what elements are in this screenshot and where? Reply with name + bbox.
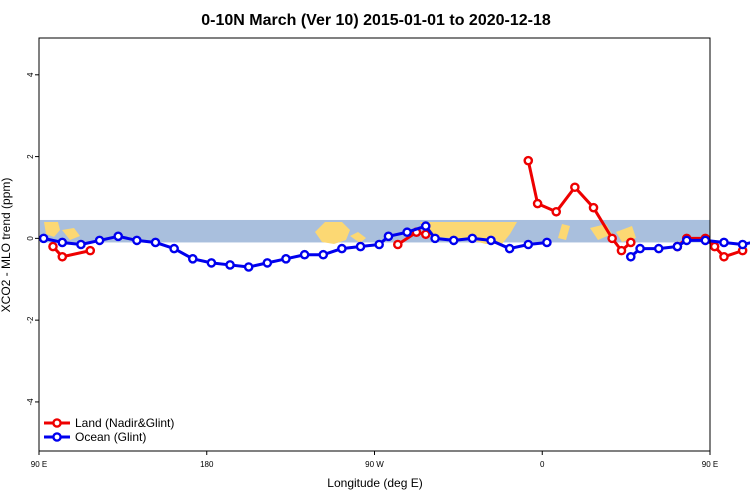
data-point (523, 155, 534, 166)
legend-marker (52, 418, 62, 428)
data-point (551, 206, 562, 217)
data-point (132, 235, 142, 246)
latitude-band (40, 219, 710, 243)
land-patch-maritime-islands (62, 228, 80, 240)
data-point (402, 227, 412, 238)
data-point (504, 243, 515, 254)
data-point (150, 237, 161, 248)
x-tick-label: 0 (540, 460, 545, 469)
data-point (243, 262, 254, 272)
legend-label: Land (Nadir&Glint) (75, 416, 174, 430)
legend-marker (52, 432, 62, 442)
data-point (206, 258, 217, 268)
series-ocean (38, 221, 750, 272)
legend-label: Ocean (Glint) (75, 430, 146, 444)
data-point (113, 231, 124, 242)
y-tick-label: 0 (26, 236, 35, 241)
x-axis: 90 E 180 90 W 0 90 E (31, 451, 718, 469)
data-point (57, 251, 68, 262)
data-point (48, 241, 58, 252)
chart-title: 0-10N March (Ver 10) 2015-01-01 to 2020-… (201, 12, 551, 29)
data-point (719, 251, 729, 262)
land-patch-southeast-asia (558, 224, 570, 240)
data-point (94, 235, 105, 246)
x-tick-label: 90 E (702, 460, 718, 469)
data-point (85, 245, 96, 256)
data-point (318, 249, 329, 260)
data-point (719, 237, 729, 248)
data-point (588, 202, 599, 213)
data-point (700, 235, 711, 246)
legend: Land (Nadir&Glint)Ocean (Glint) (44, 416, 174, 444)
series-layer (38, 155, 750, 272)
y-tick-label: -2 (26, 316, 35, 324)
data-point (187, 254, 198, 264)
y-tick-label: 4 (26, 72, 35, 77)
data-point (709, 241, 720, 252)
y-tick-label: 2 (26, 154, 35, 159)
data-point (299, 249, 310, 260)
data-point (383, 231, 394, 242)
x-tick-label: 90 E (31, 460, 47, 469)
data-point (430, 233, 440, 244)
x-axis-title: Longitude (deg E) (327, 476, 422, 490)
data-point (38, 233, 49, 244)
data-point (523, 239, 534, 250)
data-point (420, 221, 431, 231)
data-point (542, 237, 552, 248)
data-point (625, 251, 636, 262)
x-tick-label: 90 W (365, 460, 384, 469)
data-point (570, 182, 580, 193)
data-point (281, 254, 291, 264)
land-patch-new-guinea (44, 222, 60, 237)
land-patch-south-america-coast (350, 232, 366, 243)
data-point (467, 233, 478, 244)
x-tick-label: 180 (200, 460, 214, 469)
data-point (616, 245, 627, 256)
data-point (262, 258, 273, 268)
data-point (653, 243, 664, 254)
data-point (681, 235, 692, 246)
data-point (672, 241, 683, 252)
land-patch-central-america (315, 222, 350, 244)
data-point (737, 239, 748, 250)
data-point (392, 239, 403, 250)
y-axis-title: XCO2 - MLO trend (ppm) (0, 178, 13, 313)
data-point (607, 233, 617, 244)
data-point (337, 243, 347, 254)
data-point (57, 237, 68, 248)
data-point (532, 198, 543, 209)
data-point (635, 243, 645, 254)
data-point (486, 235, 496, 246)
data-point (225, 260, 235, 270)
data-point (76, 239, 86, 250)
y-tick-label: -4 (26, 398, 35, 406)
y-axis: -4 -2 0 2 4 (26, 72, 39, 405)
data-point (374, 239, 384, 250)
data-point (448, 235, 459, 246)
data-point (625, 237, 636, 248)
data-point (355, 241, 366, 252)
data-point (169, 243, 179, 254)
